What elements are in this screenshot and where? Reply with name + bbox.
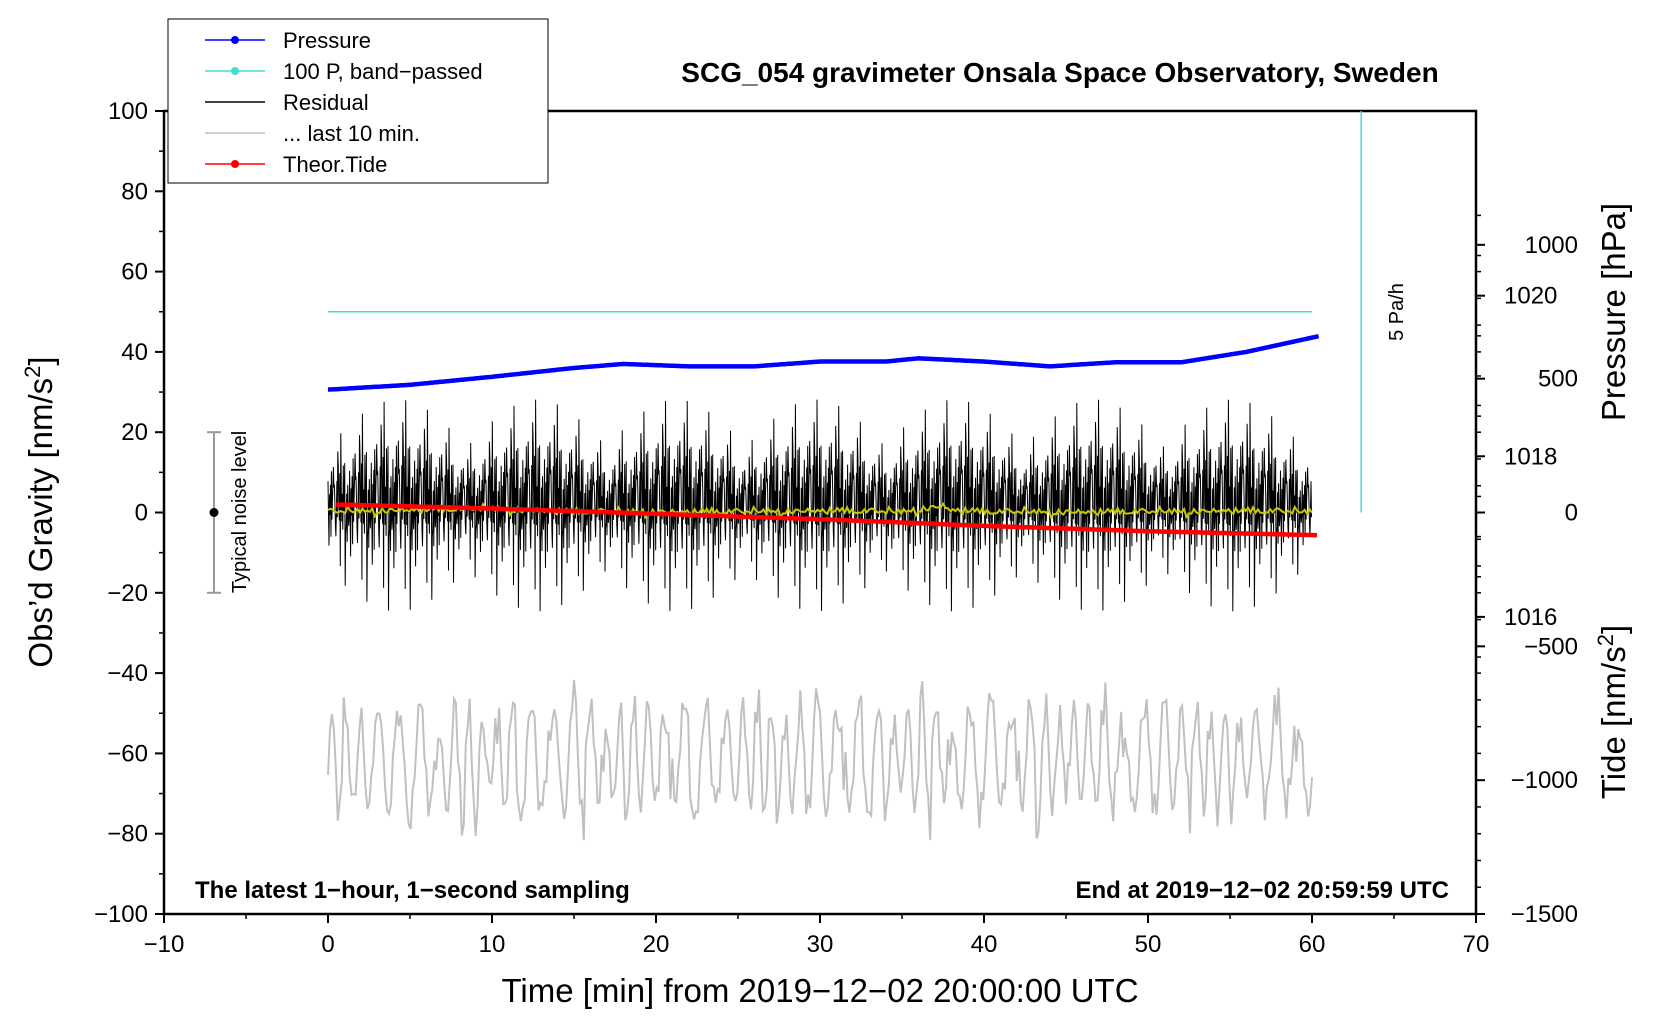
x-tick-label: 30 — [807, 931, 834, 958]
rate-label: 5 Pa/h — [1386, 283, 1408, 341]
x-tick-labels: −10 0 10 20 30 40 50 60 70 — [144, 931, 1490, 958]
y-axis-title-left-text: Obs’d Gravity [nm/s — [22, 378, 59, 668]
y-tick-label: 40 — [121, 339, 148, 366]
y-tick-label: −100 — [94, 901, 148, 928]
tide-tick-label: −1500 — [1511, 901, 1578, 928]
series-residual-line — [327, 399, 1312, 612]
legend-swatch-marker — [231, 36, 239, 44]
tide-tick-labels: 1000 500 0 −500 −1000 −1500 — [1511, 232, 1578, 928]
legend-label: Pressure — [283, 28, 371, 53]
tide-tick-label: 1000 — [1525, 232, 1578, 259]
y-axis-title-left-sup: 2 — [20, 366, 45, 378]
y-tick-label: −40 — [107, 660, 148, 687]
noise-label: Typical noise level — [229, 431, 251, 593]
legend-items: Pressure 100 P, band−passed Residual ... la… — [205, 28, 483, 177]
y-tick-label: −80 — [107, 821, 148, 848]
legend: Pressure 100 P, band−passed Residual ... la… — [167, 18, 549, 184]
y-tick-label: 60 — [121, 259, 148, 286]
y-axis-title-pressure: Pressure [hPa] — [1595, 203, 1632, 421]
y-axis-title-left: Obs’d Gravity [nm/s2] — [20, 356, 60, 667]
tide-tick-label: 0 — [1565, 500, 1578, 527]
noise-center-dot — [209, 508, 219, 517]
x-tick-label: −10 — [144, 931, 185, 958]
y-axis-title-tide: Tide [nm/s2] — [1593, 625, 1633, 799]
y-axis-title-tide-sup: 2 — [1593, 634, 1618, 646]
series-layer — [327, 311, 1320, 841]
x-axis-title: Time [min] from 2019−12−02 20:00:00 UTC — [501, 972, 1138, 1009]
y-tick-label: 0 — [135, 500, 148, 527]
axis-ticks — [155, 110, 1485, 923]
tide-tick-label: −1000 — [1511, 767, 1578, 794]
legend-swatch-marker — [231, 67, 239, 75]
x-tick-label: 40 — [971, 931, 998, 958]
pressure-tick-label: 1018 — [1504, 443, 1557, 470]
series-theor-tide-line — [336, 502, 1317, 538]
x-tick-label: 0 — [321, 931, 334, 958]
y-axis-title-left-close: ] — [22, 356, 59, 365]
y-tick-label: 100 — [108, 98, 148, 125]
x-tick-label: 50 — [1135, 931, 1162, 958]
noise-indicator: Typical noise level — [207, 431, 251, 594]
pressure-tick-label: 1020 — [1504, 283, 1557, 310]
legend-label: Theor.Tide — [283, 152, 387, 177]
y-axis-title-tide-close: ] — [1595, 625, 1632, 634]
legend-box — [167, 18, 549, 184]
annotation-end-time: End at 2019−12−02 20:59:59 UTC — [1075, 877, 1449, 904]
chart-title: SCG_054 gravimeter Onsala Space Observat… — [681, 57, 1438, 88]
pressure-tick-label: 1016 — [1504, 604, 1557, 631]
y-tick-label: −60 — [107, 740, 148, 767]
y-axis-title-tide-text: Tide [nm/s — [1595, 646, 1632, 799]
annotation-sampling: The latest 1−hour, 1−second sampling — [195, 877, 630, 904]
legend-swatch-marker — [231, 160, 239, 168]
series-pressure-line — [327, 334, 1320, 392]
series-last-10-min-line — [327, 679, 1313, 841]
rate-indicator: 5 Pa/h — [1360, 111, 1408, 513]
x-tick-label: 70 — [1463, 931, 1490, 958]
tide-tick-label: 500 — [1538, 366, 1578, 393]
x-tick-label: 10 — [479, 931, 506, 958]
y-tick-label: 20 — [121, 419, 148, 446]
x-tick-label: 20 — [643, 931, 670, 958]
y-tick-labels: 100 80 60 40 20 0 −20 −40 −60 −80 −100 — [94, 98, 148, 928]
legend-label: 100 P, band−passed — [283, 59, 483, 84]
y-tick-label: 80 — [121, 178, 148, 205]
legend-label: ... last 10 min. — [283, 121, 420, 146]
pressure-tick-labels: 1020 1018 1016 — [1504, 283, 1557, 631]
x-tick-label: 60 — [1299, 931, 1326, 958]
y-tick-label: −20 — [107, 580, 148, 607]
tide-tick-label: −500 — [1524, 633, 1578, 660]
legend-label: Residual — [283, 90, 369, 115]
